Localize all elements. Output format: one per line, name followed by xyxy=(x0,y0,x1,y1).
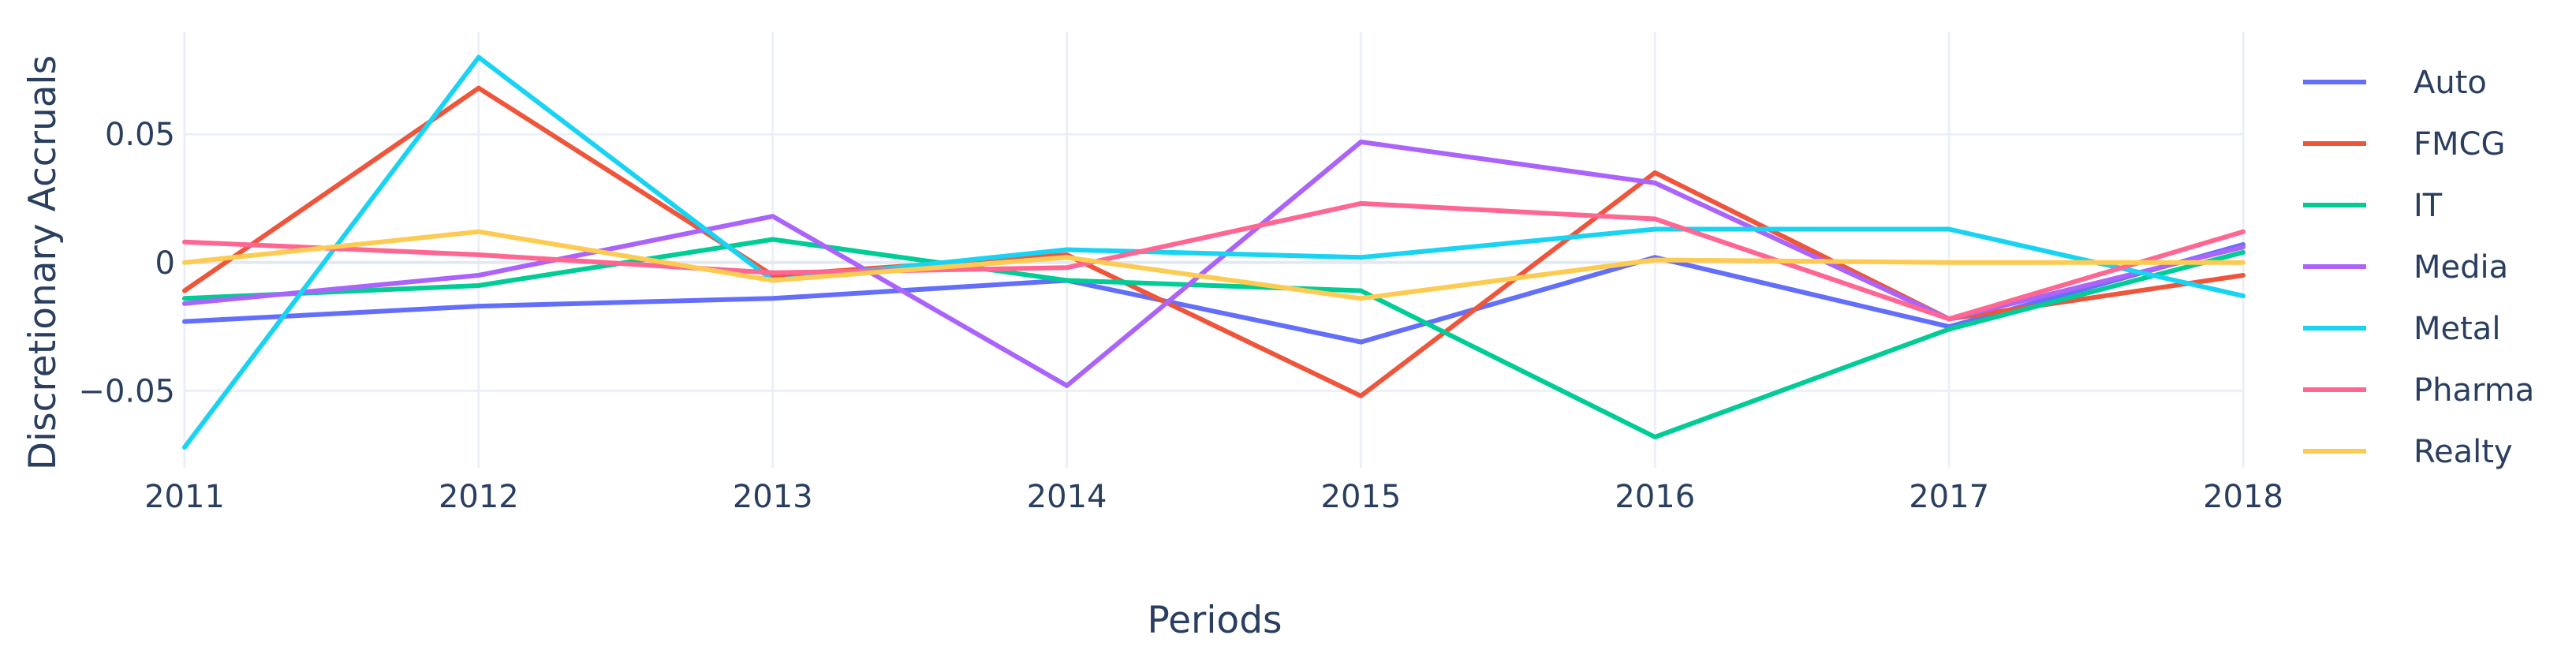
x-tick-label: 2012 xyxy=(439,479,519,515)
x-axis-title: Periods xyxy=(1147,599,1282,642)
x-tick-label: 2017 xyxy=(1909,479,1989,515)
series-line-media xyxy=(182,139,2246,388)
legend-label: Auto xyxy=(2414,65,2487,101)
series-line-metal xyxy=(182,54,2246,450)
legend-label: FMCG xyxy=(2414,126,2505,163)
y-tick-label: 0.05 xyxy=(105,117,175,153)
x-axis-tick-labels: 2011 2012 2013 2014 2015 2016 2017 2018 xyxy=(144,479,2283,515)
x-tick-label: 2011 xyxy=(144,479,225,515)
x-tick-label: 2016 xyxy=(1615,479,1695,515)
legend-label: Metal xyxy=(2414,311,2500,347)
legend-item-pharma[interactable]: Pharma xyxy=(2303,372,2534,409)
legend-label: Realty xyxy=(2414,434,2513,470)
x-tick-label: 2013 xyxy=(733,479,813,515)
x-tick-label: 2018 xyxy=(2203,479,2283,515)
legend-item-auto[interactable]: Auto xyxy=(2303,65,2487,101)
x-tick-label: 2014 xyxy=(1027,479,1107,515)
series-line-realty xyxy=(182,229,2246,301)
y-axis-tick-labels: 0.05 0 −0.05 xyxy=(78,117,175,409)
series-lines xyxy=(182,54,2246,450)
legend-item-realty[interactable]: Realty xyxy=(2303,434,2513,470)
legend-label: Media xyxy=(2414,249,2508,286)
y-tick-label: 0 xyxy=(155,245,175,282)
series-line-it xyxy=(182,237,2246,439)
legend-item-media[interactable]: Media xyxy=(2303,249,2508,286)
legend-item-metal[interactable]: Metal xyxy=(2303,311,2500,347)
legend[interactable]: Auto FMCG IT Media Metal Pharma Realty xyxy=(2303,65,2534,470)
y-tick-label: −0.05 xyxy=(78,373,175,409)
legend-label: Pharma xyxy=(2414,372,2534,409)
legend-label: IT xyxy=(2414,188,2443,224)
legend-item-it[interactable]: IT xyxy=(2303,188,2443,224)
series-line-pharma xyxy=(182,200,2246,322)
series-line-auto xyxy=(182,242,2246,345)
legend-item-fmcg[interactable]: FMCG xyxy=(2303,126,2505,163)
x-tick-label: 2015 xyxy=(1321,479,1402,515)
y-axis-title: Discretionary Accruals xyxy=(21,55,65,470)
